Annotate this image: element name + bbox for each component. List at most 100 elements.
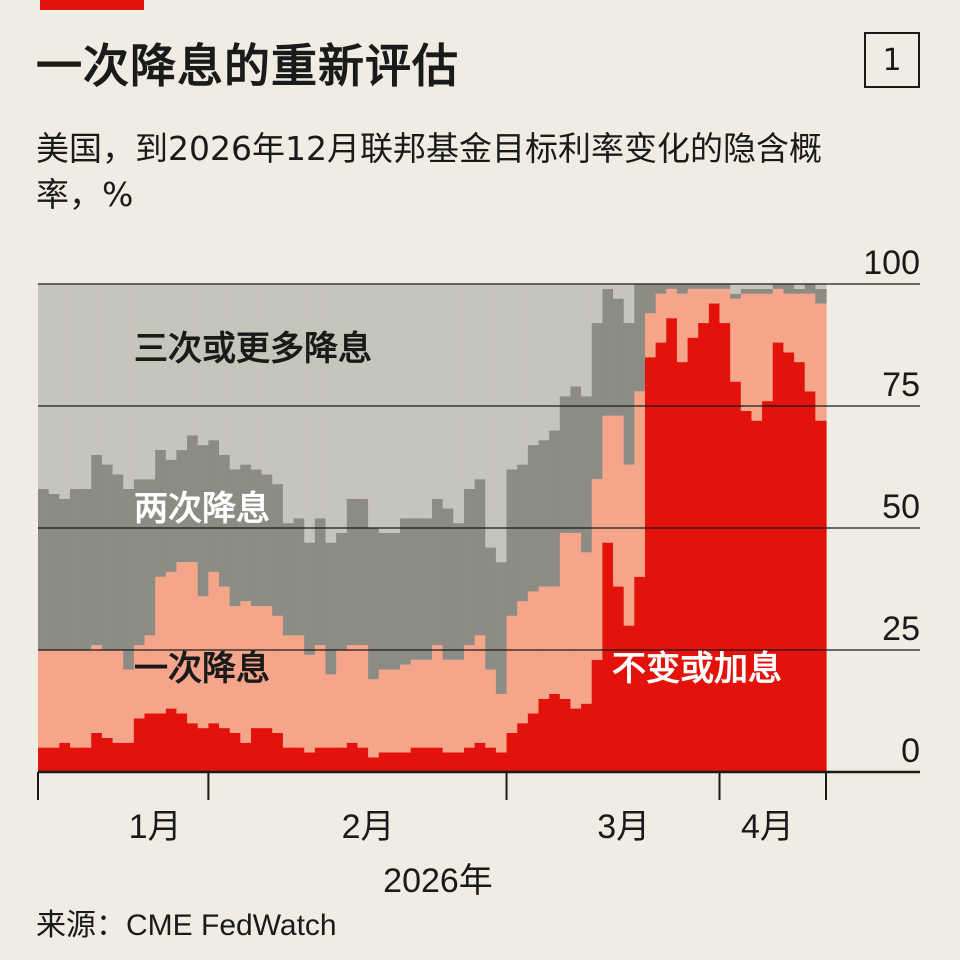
area-segment-no-change-or-hike <box>687 337 699 772</box>
area-segment-three-or-more <box>272 284 284 485</box>
area-segment-no-change-or-hike <box>623 625 635 772</box>
chart-subtitle: 美国，到2026年12月联邦基金目标利率变化的隐含概率，% <box>36 129 822 214</box>
area-segment-two-cuts <box>570 386 582 533</box>
area-segment-one-cut <box>453 659 465 753</box>
area-segment-one-cut <box>272 615 284 733</box>
area-segment-two-cuts <box>91 454 103 646</box>
area-segment-two-cuts <box>517 464 529 602</box>
area-segment-two-cuts <box>666 284 678 289</box>
area-segment-no-change-or-hike <box>229 732 241 772</box>
area-segment-one-cut <box>250 606 263 729</box>
area-segment-three-or-more <box>613 284 625 299</box>
area-segment-three-or-more <box>549 284 561 431</box>
area-segment-three-or-more <box>506 284 518 470</box>
area-segment-no-change-or-hike <box>570 708 582 772</box>
area-segment-three-or-more <box>421 284 433 519</box>
area-segment-no-change-or-hike <box>719 323 731 772</box>
area-segment-two-cuts <box>240 464 252 602</box>
area-segment-three-or-more <box>261 284 273 475</box>
area-segment-two-cuts <box>708 284 721 289</box>
area-segment-three-or-more <box>538 284 550 441</box>
y-tick-label: 100 <box>863 244 920 282</box>
area-segment-two-cuts <box>187 435 199 563</box>
area-segment-no-change-or-hike <box>463 747 476 772</box>
area-segment-one-cut <box>644 313 657 358</box>
area-segment-one-cut <box>421 659 433 748</box>
area-segment-one-cut <box>591 479 603 660</box>
area-segment-two-cuts <box>719 284 731 289</box>
area-segment-three-or-more <box>69 284 82 489</box>
area-segment-two-cuts <box>272 484 284 616</box>
x-tick-label: 2月 <box>342 808 395 846</box>
area-segment-no-change-or-hike <box>442 752 454 772</box>
area-segment-no-change-or-hike <box>410 747 422 772</box>
area-segment-one-cut <box>378 669 391 753</box>
area-segment-no-change-or-hike <box>474 742 486 772</box>
area-segment-three-or-more <box>346 284 359 499</box>
area-segment-one-cut <box>410 659 422 748</box>
area-segment-one-cut <box>240 601 252 743</box>
area-segment-three-or-more <box>559 284 572 397</box>
area-segment-two-cuts <box>400 518 412 665</box>
area-segment-no-change-or-hike <box>368 757 380 772</box>
area-segment-one-cut <box>101 650 114 738</box>
area-segment-three-or-more <box>240 284 252 465</box>
area-segment-one-cut <box>794 293 806 363</box>
area-segment-two-cuts <box>293 518 305 636</box>
area-segment-two-cuts <box>410 518 422 660</box>
area-segment-two-cuts <box>581 396 593 553</box>
area-segment-two-cuts <box>730 293 742 299</box>
area-segment-one-cut <box>634 391 646 577</box>
area-segment-two-cuts <box>357 498 369 646</box>
area-segment-two-cuts <box>794 288 806 294</box>
area-segment-two-cuts <box>538 440 550 587</box>
area-segment-three-or-more <box>378 284 391 533</box>
area-segment-no-change-or-hike <box>293 747 305 772</box>
area-segment-three-or-more <box>38 284 50 489</box>
area-segment-no-change-or-hike <box>314 747 327 772</box>
area-segment-two-cuts <box>176 449 188 563</box>
area-segment-three-or-more <box>144 284 156 480</box>
area-segment-two-cuts <box>783 284 795 294</box>
area-segment-no-change-or-hike <box>804 391 816 772</box>
area-segment-no-change-or-hike <box>783 352 795 772</box>
area-segment-no-change-or-hike <box>676 362 689 772</box>
area-segment-two-cuts <box>123 488 135 670</box>
area-segment-three-or-more <box>463 284 476 489</box>
area-segment-three-or-more <box>123 284 135 489</box>
area-segment-no-change-or-hike <box>240 742 252 772</box>
area-segment-one-cut <box>762 293 774 402</box>
area-segment-two-cuts <box>378 532 391 670</box>
area-segment-three-or-more <box>155 284 167 450</box>
area-segment-no-change-or-hike <box>144 713 156 772</box>
area-segment-no-change-or-hike <box>634 576 646 772</box>
area-segment-no-change-or-hike <box>559 698 572 772</box>
area-segment-three-or-more <box>517 284 529 465</box>
area-segment-two-cuts <box>751 288 763 294</box>
area-segment-two-cuts <box>527 445 540 592</box>
area-segment-three-or-more <box>602 284 614 289</box>
y-tick-label: 0 <box>901 732 920 770</box>
area-segment-three-or-more <box>815 284 827 289</box>
area-segment-one-cut <box>623 464 635 626</box>
area-segment-one-cut <box>91 645 103 733</box>
area-segment-one-cut <box>112 650 124 743</box>
area-segment-one-cut <box>155 576 167 714</box>
area-segment-one-cut <box>336 650 348 748</box>
area-segment-no-change-or-hike <box>527 713 540 772</box>
area-segment-two-cuts <box>591 323 603 480</box>
area-segment-one-cut <box>740 293 753 411</box>
area-segment-no-change-or-hike <box>517 723 529 772</box>
area-segment-one-cut <box>144 635 156 714</box>
area-segment-one-cut <box>400 664 412 753</box>
area-segment-no-change-or-hike <box>602 542 614 772</box>
area-segment-one-cut <box>165 571 178 709</box>
area-segment-no-change-or-hike <box>549 693 561 772</box>
area-segment-one-cut <box>229 606 241 733</box>
area-segment-two-cuts <box>432 498 444 646</box>
area-segment-two-cuts <box>474 479 486 636</box>
x-axis-year-label: 2026年 <box>383 862 493 900</box>
area-segment-three-or-more <box>293 284 305 519</box>
area-segment-two-cuts <box>772 284 785 289</box>
area-segment-three-or-more <box>165 284 178 460</box>
